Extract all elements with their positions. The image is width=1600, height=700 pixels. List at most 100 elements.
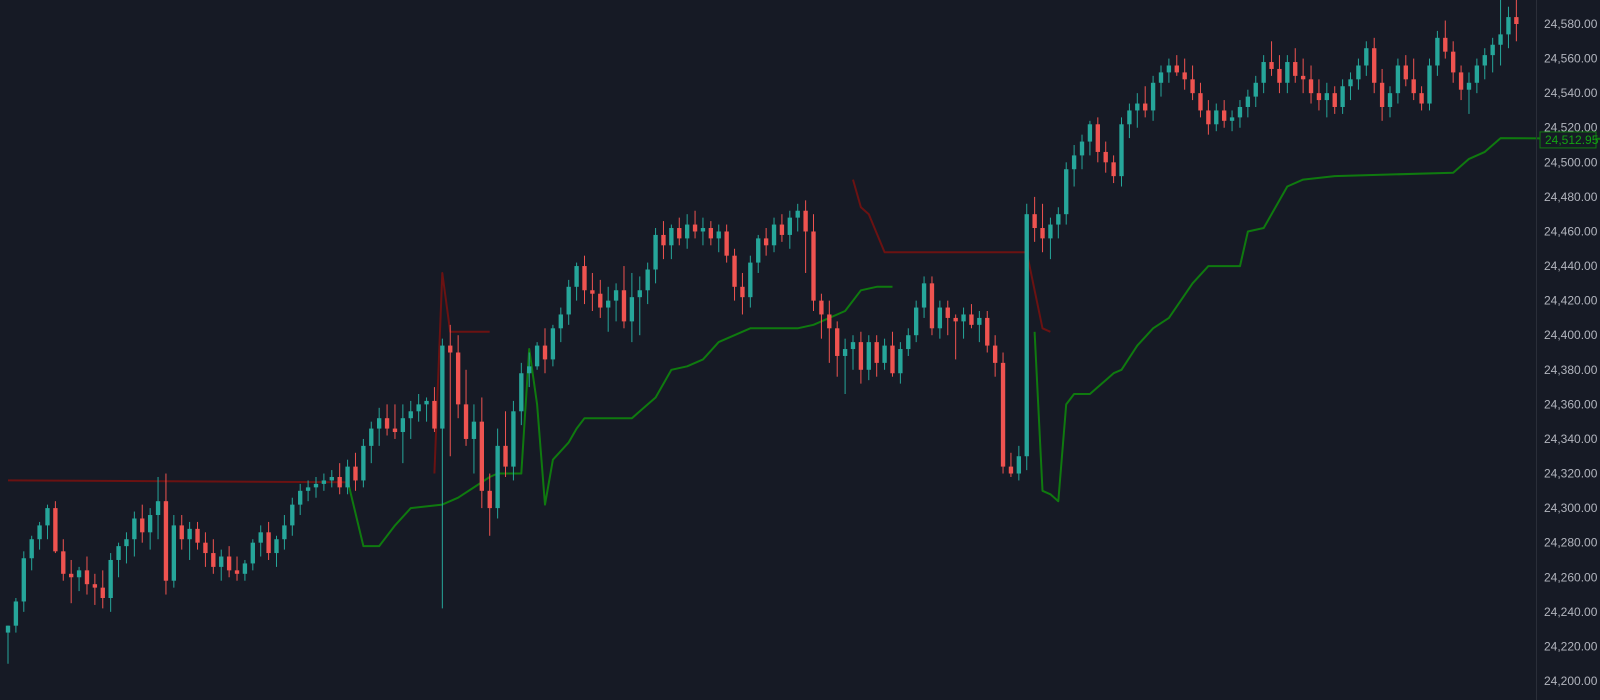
candle[interactable] [1261, 55, 1266, 94]
candle[interactable] [1348, 72, 1353, 101]
candle[interactable] [479, 397, 485, 509]
candle[interactable] [337, 463, 342, 495]
candle[interactable] [1206, 100, 1211, 135]
candle[interactable] [1316, 79, 1322, 111]
candle[interactable] [163, 473, 169, 595]
candle[interactable] [29, 535, 34, 571]
candle[interactable] [566, 279, 571, 325]
candle[interactable] [132, 511, 137, 557]
candle[interactable] [392, 404, 398, 439]
candle[interactable] [1048, 217, 1053, 260]
candle[interactable] [613, 283, 619, 322]
candle[interactable] [992, 335, 998, 377]
candle[interactable] [945, 300, 950, 336]
candle[interactable] [740, 272, 745, 315]
candle[interactable] [1079, 134, 1085, 170]
candle[interactable] [219, 549, 224, 581]
candle[interactable] [108, 553, 113, 612]
candle[interactable] [1372, 37, 1377, 94]
candle[interactable] [1174, 55, 1179, 76]
candle[interactable] [598, 279, 603, 318]
candle[interactable] [858, 331, 864, 384]
candle[interactable] [1143, 86, 1148, 118]
candle[interactable] [171, 515, 177, 588]
candle[interactable] [1198, 82, 1203, 118]
candle[interactable] [1119, 117, 1124, 187]
candle[interactable] [914, 300, 919, 343]
candle[interactable] [724, 224, 729, 263]
candle[interactable] [1182, 58, 1187, 90]
candle[interactable] [384, 404, 390, 436]
candle[interactable] [756, 234, 761, 273]
candle[interactable] [1490, 37, 1495, 73]
candle[interactable] [803, 200, 808, 273]
candle[interactable] [906, 328, 911, 356]
candle[interactable] [353, 452, 358, 491]
candle[interactable] [84, 556, 90, 595]
candle[interactable] [874, 335, 879, 377]
candle[interactable] [282, 515, 287, 550]
candle[interactable] [1158, 65, 1164, 97]
candle[interactable] [937, 300, 943, 339]
candle[interactable] [574, 262, 579, 301]
candle[interactable] [835, 321, 840, 377]
candle[interactable] [37, 521, 42, 550]
candle[interactable] [1008, 452, 1014, 477]
candle[interactable] [1419, 86, 1424, 111]
candle[interactable] [1064, 162, 1069, 225]
candle[interactable] [1300, 58, 1306, 94]
candle[interactable] [1111, 155, 1116, 184]
candle[interactable] [369, 421, 374, 464]
candle[interactable] [1498, 0, 1503, 66]
plot-area[interactable] [5, 0, 1600, 664]
candle[interactable] [550, 324, 556, 367]
candle[interactable] [100, 570, 105, 609]
candle[interactable] [732, 248, 737, 301]
candle[interactable] [1340, 79, 1345, 114]
candle[interactable] [795, 203, 800, 232]
candle[interactable] [606, 286, 611, 332]
candle[interactable] [5, 625, 11, 664]
candle[interactable] [69, 559, 74, 604]
candle[interactable] [819, 293, 824, 339]
candle[interactable] [416, 393, 421, 422]
candle[interactable] [661, 221, 666, 260]
candle[interactable] [1324, 82, 1329, 118]
candle[interactable] [211, 539, 216, 574]
candle[interactable] [921, 276, 927, 318]
candle[interactable] [771, 217, 777, 253]
candle[interactable] [582, 255, 587, 305]
candle[interactable] [1166, 58, 1172, 83]
candle[interactable] [985, 311, 990, 353]
candle[interactable] [298, 483, 303, 516]
candle[interactable] [1403, 55, 1408, 87]
candle[interactable] [1245, 89, 1251, 118]
candle[interactable] [313, 476, 319, 498]
candle[interactable] [1308, 65, 1314, 104]
candle[interactable] [866, 335, 871, 381]
candle[interactable] [882, 338, 887, 370]
last-value-marker[interactable]: 24,512.95 [1539, 131, 1599, 149]
candle[interactable] [274, 535, 279, 567]
candle[interactable] [195, 521, 200, 550]
candle[interactable] [305, 480, 311, 502]
candle[interactable] [969, 304, 974, 329]
candle[interactable] [266, 521, 271, 560]
candle[interactable] [258, 525, 263, 557]
candle[interactable] [1229, 110, 1235, 132]
candle[interactable] [361, 438, 366, 488]
candle[interactable] [1040, 203, 1045, 253]
candle[interactable] [226, 546, 232, 578]
candle[interactable] [961, 307, 966, 339]
candle[interactable] [558, 307, 563, 343]
candle[interactable] [250, 539, 255, 571]
candle[interactable] [329, 470, 334, 488]
candle[interactable] [653, 228, 658, 284]
candle[interactable] [1482, 48, 1487, 80]
candle[interactable] [1506, 6, 1511, 49]
candle[interactable] [463, 369, 469, 446]
candle[interactable] [1237, 100, 1243, 128]
candle[interactable] [629, 272, 635, 343]
candle[interactable] [692, 210, 698, 239]
